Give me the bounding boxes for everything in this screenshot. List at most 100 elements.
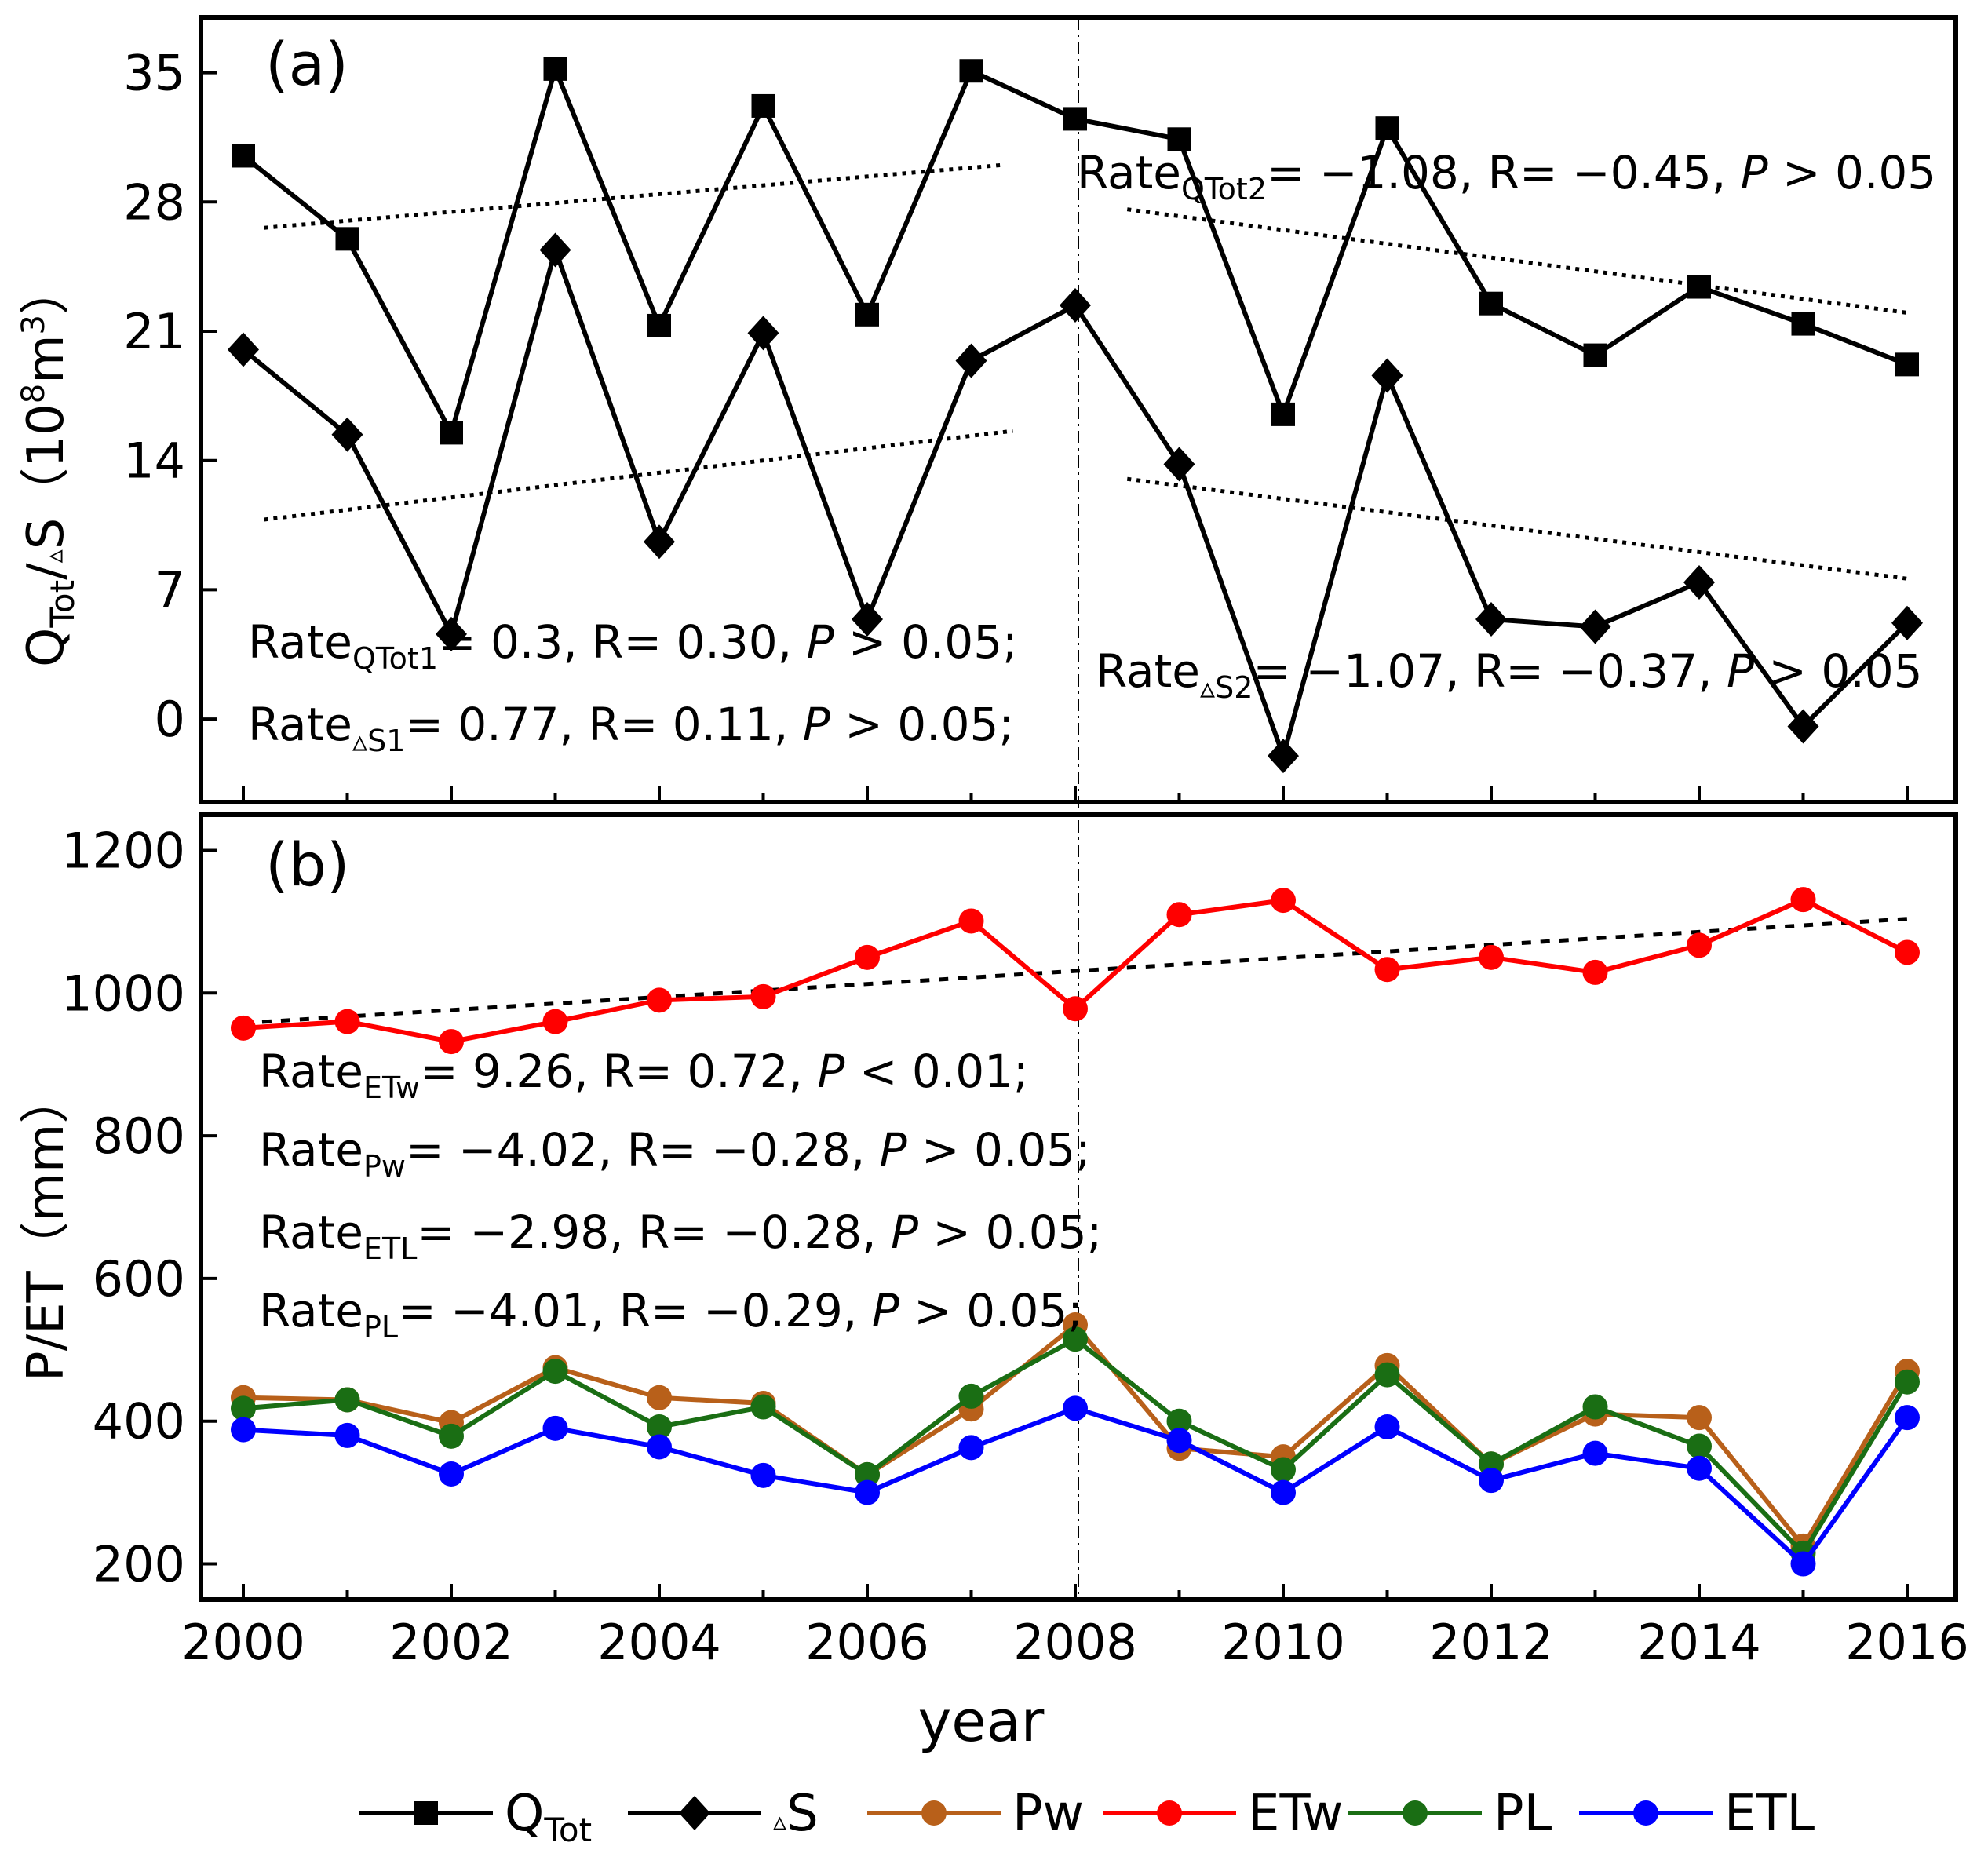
- x-tick-label: 2016: [1845, 1614, 1969, 1671]
- y-tick-label: 1000: [61, 965, 185, 1022]
- legend-label: ▵S: [773, 1785, 819, 1843]
- legend-label: ETL: [1724, 1785, 1815, 1843]
- data-point: [750, 1394, 776, 1420]
- y-tick-label: 400: [93, 1393, 185, 1450]
- data-point: [1374, 957, 1400, 983]
- rate-annotation: RateETL= −2.98, R= −0.28, P > 0.05;: [259, 1206, 1102, 1266]
- x-tick-label: 2014: [1637, 1614, 1761, 1671]
- legend-item: ETL: [1579, 1785, 1815, 1843]
- data-point: [959, 59, 983, 83]
- data-point: [647, 313, 671, 337]
- data-point: [1374, 1362, 1400, 1388]
- y-tick-label: 35: [123, 45, 185, 102]
- y-tick-label: 0: [155, 691, 185, 748]
- legend-marker: [679, 1796, 710, 1830]
- data-point: [1063, 1395, 1088, 1421]
- data-point: [1167, 127, 1191, 151]
- x-tick-label: 2008: [1013, 1614, 1137, 1671]
- data-point: [1163, 447, 1195, 482]
- data-point: [1683, 565, 1715, 600]
- legend-label: PL: [1494, 1785, 1552, 1843]
- rate-annotation: RateETw= 9.26, R= 0.72, P < 0.01;: [259, 1045, 1029, 1105]
- data-point: [644, 524, 675, 560]
- series-line: [243, 1321, 1910, 1551]
- data-point: [334, 1422, 360, 1448]
- data-point: [747, 316, 779, 351]
- data-point: [232, 144, 255, 168]
- data-point: [955, 343, 987, 378]
- rate-annotation: RateQTot2= −1.08, R= −0.45, P > 0.05: [1077, 146, 1936, 206]
- x-tick-label: 2012: [1429, 1614, 1553, 1671]
- panel-a-label: (a): [265, 29, 348, 99]
- data-point: [855, 944, 880, 970]
- data-point: [750, 983, 776, 1009]
- data-point: [1374, 1414, 1400, 1439]
- data-point: [855, 302, 879, 327]
- data-point: [1791, 312, 1815, 336]
- data-point: [439, 1029, 464, 1055]
- data-point: [1166, 1408, 1192, 1434]
- data-point: [1579, 609, 1611, 644]
- legend: QTot ▵S Pw ETw PL ETL: [359, 1785, 1815, 1849]
- data-point: [334, 1387, 360, 1413]
- y-tick-label: 200: [93, 1536, 185, 1593]
- data-point: [1063, 1326, 1088, 1352]
- series-ETw-group: [231, 887, 1920, 1055]
- legend-item: ▵S: [628, 1785, 819, 1843]
- data-point: [1787, 709, 1819, 744]
- x-tick-label: 2010: [1221, 1614, 1345, 1671]
- data-point: [855, 1479, 880, 1505]
- data-point: [1895, 1405, 1920, 1431]
- data-point: [439, 1461, 464, 1487]
- data-point: [855, 1461, 880, 1487]
- data-point: [1687, 1455, 1712, 1481]
- series-ETL-group: [231, 1395, 1920, 1577]
- data-point: [1895, 939, 1920, 965]
- data-point: [1475, 602, 1507, 637]
- legend-marker: [1403, 1800, 1428, 1826]
- legend-marker: [1633, 1800, 1658, 1826]
- data-point: [231, 1417, 256, 1443]
- data-point: [1687, 1405, 1712, 1431]
- data-point: [1790, 1551, 1816, 1577]
- legend-item: QTot: [359, 1785, 592, 1849]
- y-tick-label: 1200: [61, 822, 185, 879]
- data-point: [1479, 291, 1503, 316]
- data-point: [1790, 887, 1816, 913]
- data-point: [852, 602, 883, 637]
- legend-item: ETw: [1103, 1785, 1343, 1843]
- rate-annotation: RatePL= −4.01, R= −0.29, P > 0.05;: [259, 1284, 1083, 1344]
- data-point: [231, 1015, 256, 1041]
- data-point: [1895, 1369, 1920, 1395]
- data-point: [647, 987, 672, 1013]
- data-point: [1166, 902, 1192, 928]
- data-point: [750, 1462, 776, 1488]
- data-point: [1583, 343, 1607, 367]
- x-tick-label: 2006: [805, 1614, 929, 1671]
- y-tick-label: 800: [93, 1107, 185, 1165]
- rate-annotation: RatePw= −4.02, R= −0.28, P > 0.05;: [259, 1123, 1091, 1184]
- data-point: [542, 1359, 568, 1385]
- panel-b-y-axis-label: P/ET（mm）: [17, 1074, 75, 1381]
- data-point: [542, 1009, 568, 1034]
- trend-line: [243, 917, 1908, 1025]
- data-point: [647, 1414, 672, 1439]
- data-point: [1375, 116, 1399, 140]
- data-point: [331, 417, 363, 452]
- data-point: [958, 1383, 984, 1409]
- data-point: [1371, 358, 1403, 393]
- data-point: [439, 1423, 464, 1449]
- data-point: [1582, 959, 1608, 985]
- data-point: [231, 1395, 256, 1421]
- data-point: [335, 227, 359, 251]
- data-point: [542, 1415, 568, 1441]
- legend-marker: [414, 1801, 438, 1825]
- data-point: [1060, 288, 1091, 323]
- y-tick-label: 28: [123, 173, 185, 231]
- rate-annotation: Rate▵S1= 0.77, R= 0.11, P > 0.05;: [248, 698, 1014, 758]
- data-point: [334, 1009, 360, 1034]
- data-point: [1891, 605, 1923, 640]
- data-point: [647, 1385, 672, 1410]
- data-point: [751, 93, 775, 118]
